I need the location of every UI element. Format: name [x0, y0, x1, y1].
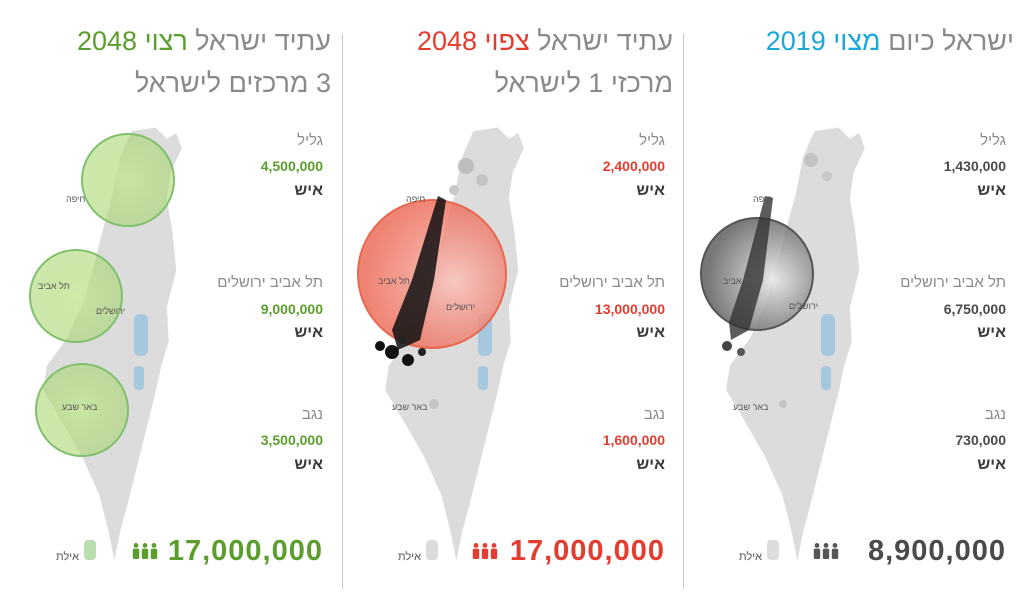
map-label-eilat: אילת [56, 551, 79, 563]
title-main: ישראל כיום [888, 26, 1014, 56]
map-label-telaviv: תל אביב [378, 276, 410, 286]
region-unit-galil: איש [636, 182, 665, 199]
map-label-jerusalem: ירושלים [789, 301, 819, 311]
total-population: 8,900,000 [867, 535, 1006, 567]
region-value-negev: 3,500,000 [260, 432, 323, 448]
region-value-center: 9,000,000 [260, 301, 323, 317]
map-label-jerusalem: ירושלים [446, 302, 476, 312]
region-value-galil: 2,400,000 [602, 158, 665, 174]
region-label-center: תל אביב ירושלים [900, 274, 1006, 291]
panel-title: ישראל כיום מצוי 2019 [684, 26, 1014, 57]
region-unit-galil: איש [977, 182, 1006, 199]
divider [342, 34, 343, 589]
region-value-galil: 4,500,000 [260, 158, 323, 174]
title-main: עתיד ישראל [537, 26, 673, 56]
region-label-negev: נגב [984, 406, 1006, 423]
divider [683, 34, 684, 589]
map-label-jerusalem: ירושלים [96, 306, 126, 316]
region-unit-negev: איש [977, 456, 1006, 473]
panel-expected: עתיד ישראל צפוי 2048 מרכזי 1 לישראל חיפה… [342, 0, 683, 597]
total-population: 17,000,000 [509, 535, 665, 567]
map-label-haifa: חיפה [406, 194, 426, 204]
center-circle-negev [35, 363, 129, 457]
region-value-negev: 1,600,000 [602, 432, 665, 448]
region-label-galil: גליל [980, 132, 1006, 149]
region-unit-center: איש [294, 324, 323, 341]
region-unit-negev: איש [294, 456, 323, 473]
region-value-negev: 730,000 [955, 432, 1006, 448]
title-highlight: צפוי [484, 26, 530, 56]
panel-current: ישראל כיום מצוי 2019 חיפה תל אביב ירושלי… [683, 0, 1024, 597]
title-main: עתיד ישראל [195, 26, 331, 56]
total-population: 17,000,000 [167, 535, 323, 567]
israel-map [357, 127, 524, 561]
panel-desired: עתיד ישראל רצוי 2048 3 מרכזים לישראל חיפ… [0, 0, 341, 597]
map-label-haifa: חיפה [753, 194, 773, 204]
region-unit-center: איש [977, 324, 1006, 341]
people-icon [813, 543, 839, 559]
map-label-beersheva: באר שבע [733, 402, 769, 412]
map-label-haifa: חיפה [66, 194, 86, 204]
region-value-galil: 1,430,000 [943, 158, 1006, 174]
map-label-eilat: אילת [739, 551, 762, 563]
region-label-center: תל אביב ירושלים [559, 274, 665, 291]
title-highlight: רצוי [144, 26, 188, 56]
title-year: 2048 [77, 26, 138, 56]
title-highlight: מצוי [833, 26, 881, 56]
center-circle-telaviv [29, 249, 123, 343]
region-label-galil: גליל [639, 132, 665, 149]
region-label-negev: נגב [643, 406, 665, 423]
panel-subtitle: 3 מרכזים לישראל [134, 68, 331, 98]
people-icon [472, 543, 498, 559]
region-value-center: 13,000,000 [594, 301, 665, 317]
panel-subtitle: מרכזי 1 לישראל [494, 68, 673, 98]
region-unit-galil: איש [294, 182, 323, 199]
map-label-telaviv: תל אביב [723, 276, 755, 286]
title-year: 2019 [765, 26, 826, 56]
region-unit-center: איש [636, 324, 665, 341]
region-label-galil: גליל [297, 132, 323, 149]
center-circle-galil [81, 133, 175, 227]
map-label-eilat: אילת [398, 551, 421, 563]
map-label-beersheva: באר שבע [392, 402, 428, 412]
people-icon [132, 543, 158, 559]
title-year: 2048 [416, 26, 478, 56]
region-label-center: תל אביב ירושלים [217, 274, 323, 291]
israel-map [700, 127, 865, 561]
panel-title: עתיד ישראל צפוי 2048 [343, 26, 673, 57]
region-unit-negev: איש [636, 456, 665, 473]
israel-map [29, 127, 182, 561]
map-label-beersheva: באר שבע [62, 402, 98, 412]
region-label-negev: נגב [301, 406, 323, 423]
region-value-center: 6,750,000 [943, 301, 1006, 317]
panel-title: עתיד ישראל רצוי 2048 [1, 26, 331, 57]
map-label-telaviv: תל אביב [38, 281, 70, 291]
